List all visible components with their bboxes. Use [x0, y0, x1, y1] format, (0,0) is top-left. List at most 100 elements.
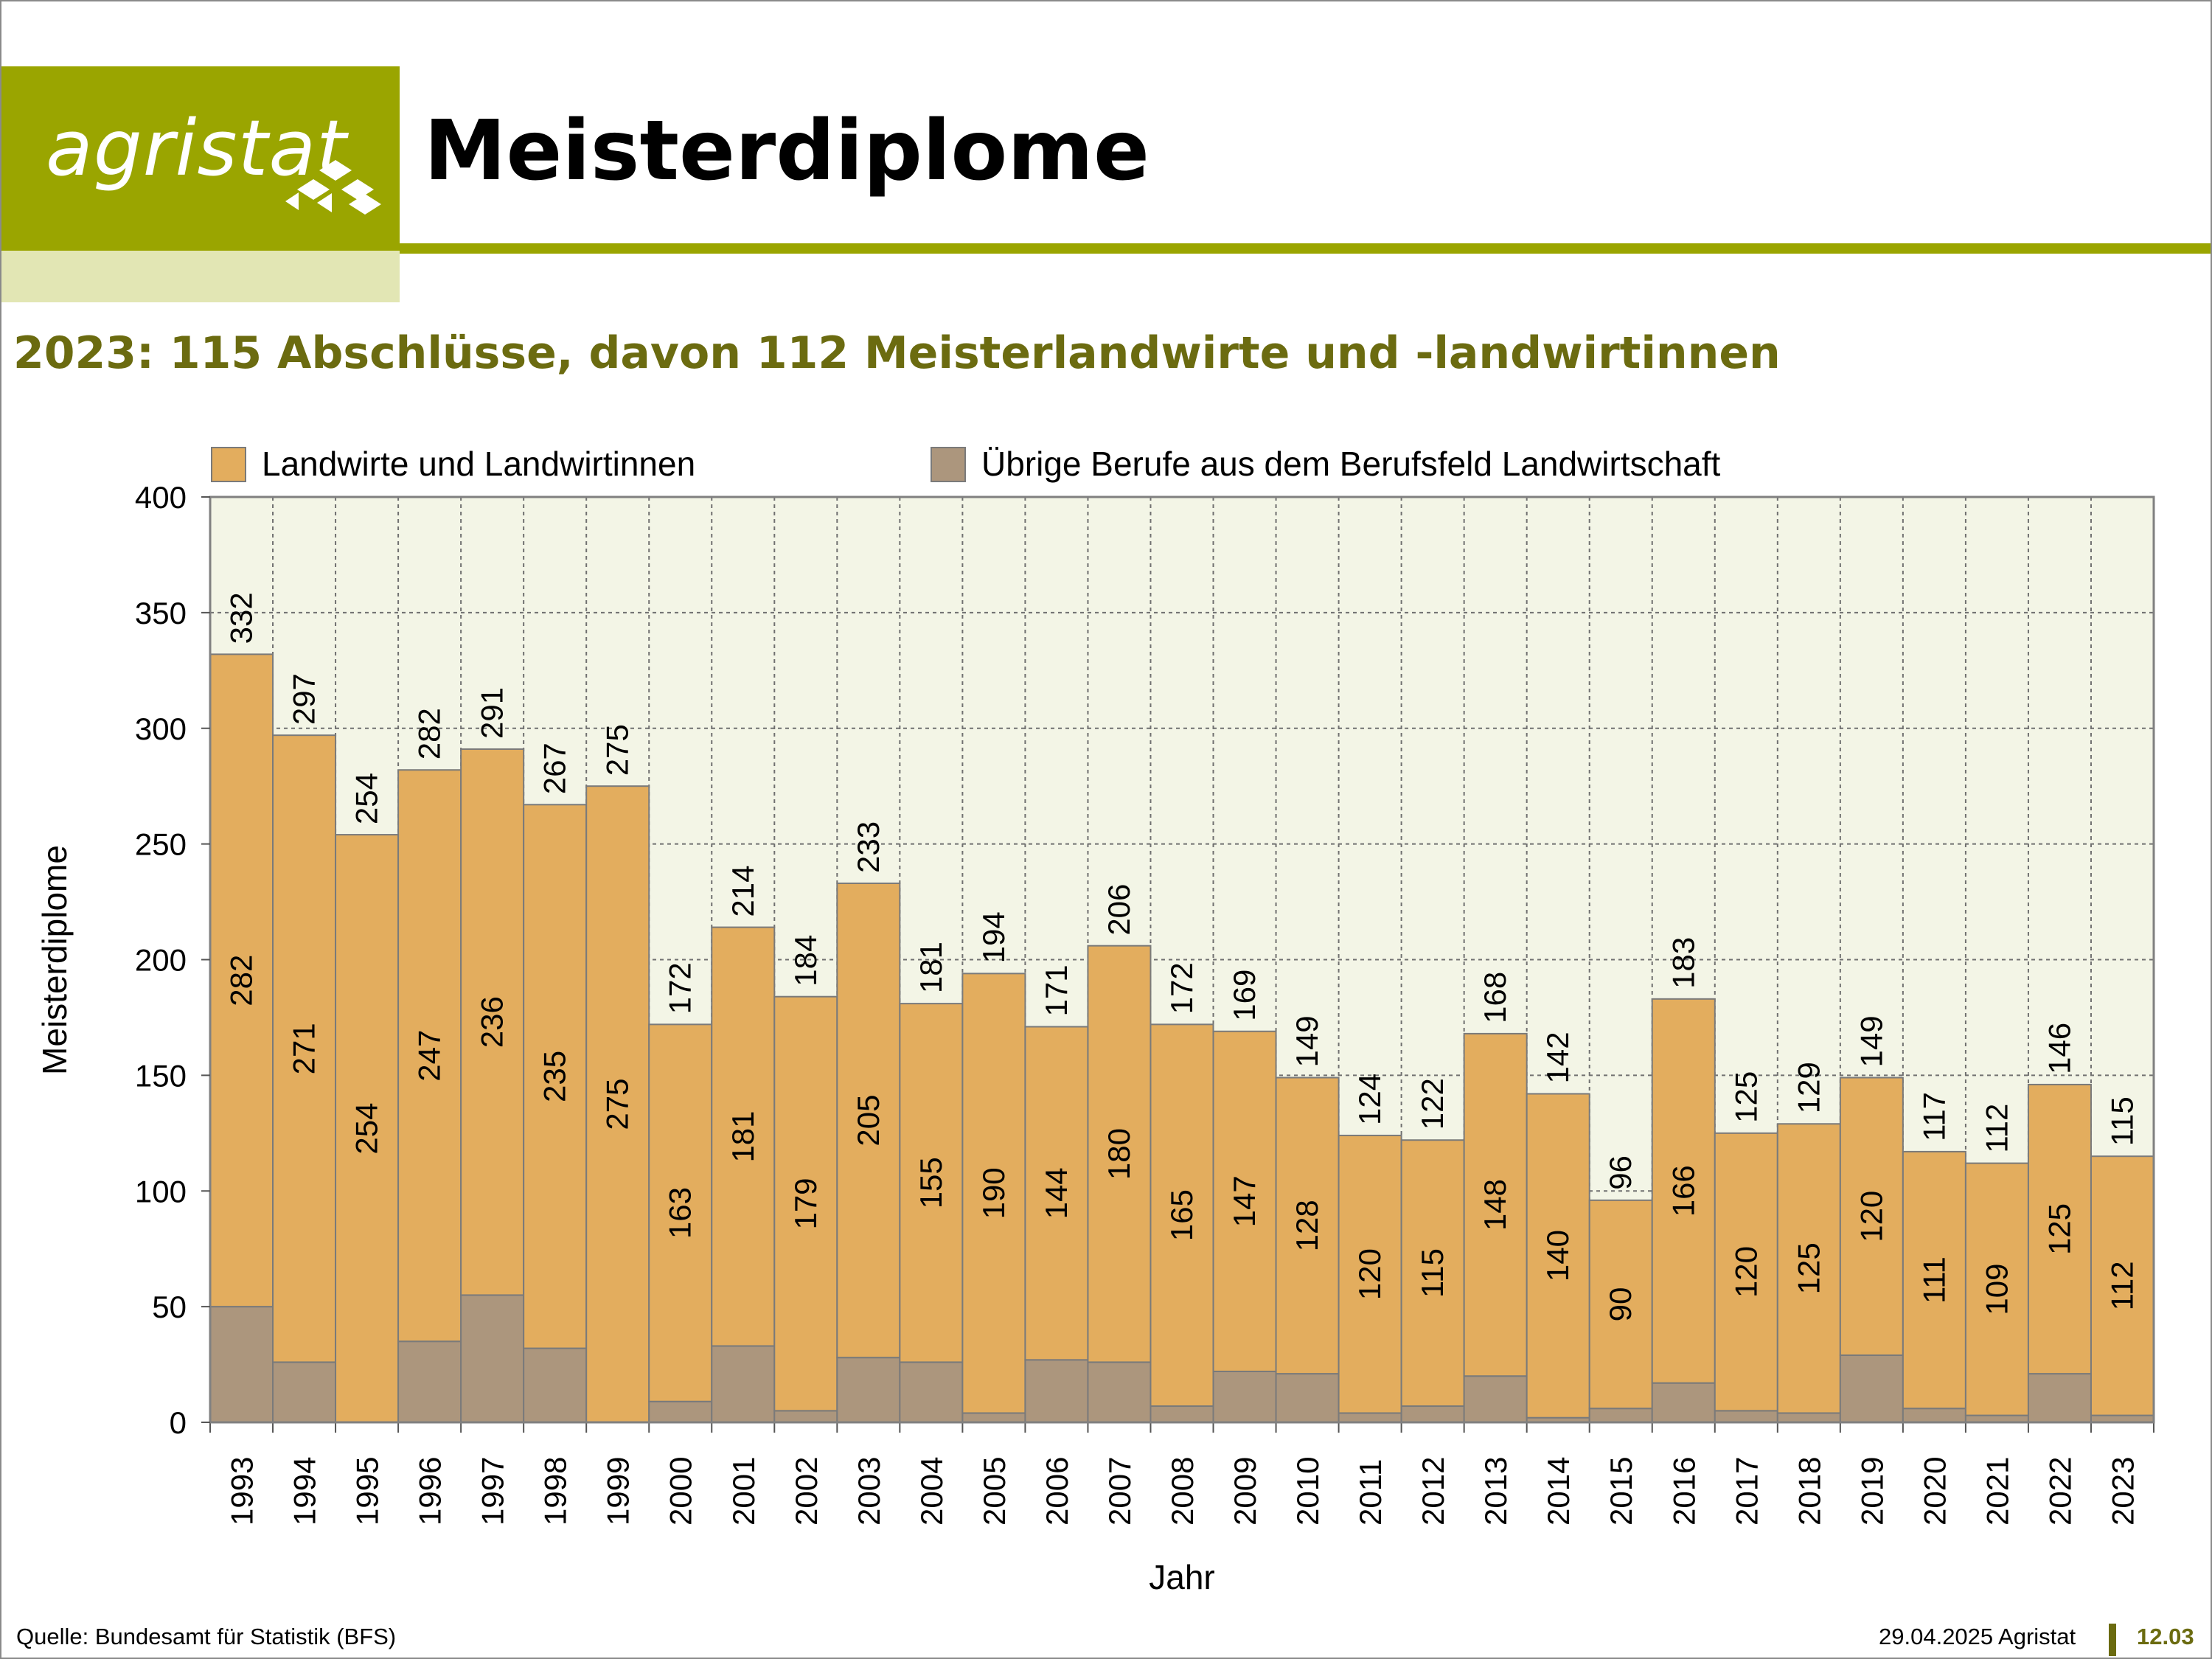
bar-uebrige	[1651, 1382, 1716, 1423]
total-label: 184	[788, 935, 823, 987]
bar-landwirte	[1400, 1139, 1465, 1408]
landwirte-label: 109	[1979, 1264, 2014, 1315]
total-label: 254	[349, 773, 384, 824]
bar-uebrige	[272, 1361, 337, 1424]
total-label: 297	[287, 673, 321, 725]
x-tick-label: 2002	[789, 1457, 824, 1526]
bar-uebrige	[460, 1294, 525, 1423]
total-label: 282	[412, 708, 447, 759]
landwirte-label: 120	[1352, 1248, 1387, 1300]
bar-landwirte	[711, 926, 776, 1347]
x-tick-label: 2022	[2042, 1457, 2077, 1526]
total-label: 125	[1728, 1071, 1763, 1123]
bar-landwirte	[1087, 945, 1152, 1363]
total-label: 129	[1791, 1062, 1826, 1113]
bar-landwirte	[2027, 1083, 2092, 1375]
bar-uebrige	[1463, 1375, 1528, 1423]
x-tick-label: 2012	[1416, 1457, 1450, 1526]
x-tick-label: 2005	[977, 1457, 1012, 1526]
bar-uebrige	[1338, 1412, 1402, 1423]
total-label: 291	[475, 687, 509, 739]
total-label: 214	[726, 865, 760, 917]
footer-divider	[2109, 1624, 2116, 1656]
bar-landwirte	[585, 785, 650, 1423]
y-tick-label: 300	[135, 712, 187, 746]
bar-uebrige	[1275, 1373, 1340, 1424]
legend-swatch	[931, 447, 966, 482]
page-subtitle: 2023: 115 Abschlüsse, davon 112 Meisterl…	[13, 327, 1781, 379]
total-label: 149	[1290, 1015, 1324, 1067]
y-tick-label: 100	[135, 1174, 187, 1208]
x-tick-label: 2004	[914, 1457, 949, 1526]
bar-uebrige	[648, 1400, 713, 1423]
total-label: 194	[976, 911, 1011, 963]
total-label: 122	[1415, 1078, 1450, 1130]
total-label: 117	[1916, 1092, 1951, 1141]
legend-label: Übrige Berufe aus dem Berufsfeld Landwir…	[981, 445, 1721, 483]
landwirte-label: 235	[538, 1051, 572, 1102]
bar-landwirte	[460, 748, 525, 1296]
total-label: 146	[2042, 1023, 2076, 1074]
landwirte-label: 180	[1102, 1128, 1136, 1180]
landwirte-label: 125	[2042, 1203, 2076, 1255]
bar-landwirte	[1212, 1030, 1277, 1372]
x-tick-label: 2019	[1854, 1457, 1889, 1526]
x-tick-label: 2013	[1478, 1457, 1513, 1526]
total-label: 206	[1102, 884, 1136, 936]
bar-landwirte	[836, 882, 901, 1359]
landwirte-label: 125	[1791, 1242, 1826, 1294]
x-tick-label: 2006	[1040, 1457, 1074, 1526]
total-label: 124	[1352, 1074, 1387, 1125]
x-tick-label: 2010	[1290, 1457, 1325, 1526]
bar-uebrige	[1839, 1354, 1904, 1423]
bar-landwirte	[1024, 1026, 1089, 1361]
landwirte-label: 115	[1415, 1248, 1450, 1298]
landwirte-label: 120	[1728, 1246, 1763, 1298]
x-tick-label: 2007	[1102, 1457, 1137, 1526]
y-tick-label: 50	[152, 1290, 187, 1324]
bar-landwirte	[1463, 1032, 1528, 1377]
y-tick-label: 250	[135, 827, 187, 862]
bar-landwirte	[397, 769, 462, 1343]
bar-landwirte	[773, 995, 838, 1412]
footer-source: Quelle: Bundesamt für Statistik (BFS)	[16, 1624, 397, 1649]
landwirte-label: 205	[851, 1095, 886, 1147]
bar-uebrige	[1024, 1359, 1089, 1423]
landwirte-label: 163	[663, 1187, 698, 1239]
header-rule	[400, 243, 2211, 254]
y-tick-label: 400	[135, 480, 187, 515]
bar-landwirte	[1776, 1123, 1841, 1414]
total-label: 181	[914, 942, 948, 993]
landwirte-label: 179	[788, 1178, 823, 1229]
bar-uebrige	[773, 1410, 838, 1423]
x-tick-label: 1995	[350, 1457, 385, 1526]
landwirte-label: 282	[224, 955, 259, 1006]
bar-landwirte	[1651, 998, 1716, 1384]
landwirte-label: 236	[475, 996, 509, 1048]
legend-swatch	[211, 447, 246, 482]
bar-landwirte	[961, 973, 1026, 1414]
x-tick-label: 2014	[1541, 1457, 1576, 1526]
landwirte-label: 144	[1039, 1167, 1074, 1219]
x-tick-label: 2011	[1353, 1459, 1388, 1526]
x-tick-label: 1993	[225, 1457, 260, 1526]
bar-landwirte	[1150, 1023, 1214, 1408]
bar-uebrige	[523, 1347, 588, 1423]
landwirte-label: 111	[1916, 1256, 1951, 1304]
bar-landwirte	[1902, 1150, 1966, 1410]
logo	[1, 66, 400, 251]
total-label: 233	[851, 821, 886, 873]
landwirte-label: 247	[412, 1030, 447, 1082]
total-label: 183	[1666, 937, 1700, 989]
bar-uebrige	[1150, 1405, 1214, 1423]
x-tick-label: 2016	[1666, 1457, 1701, 1526]
landwirte-label: 166	[1666, 1165, 1700, 1217]
bar-landwirte	[523, 804, 588, 1349]
bar-uebrige	[2027, 1373, 2092, 1424]
y-tick-label: 0	[170, 1405, 187, 1440]
x-tick-label: 2015	[1604, 1457, 1638, 1526]
total-label: 149	[1854, 1015, 1888, 1067]
x-tick-label: 2018	[1792, 1457, 1826, 1526]
bar-uebrige	[1212, 1370, 1277, 1423]
